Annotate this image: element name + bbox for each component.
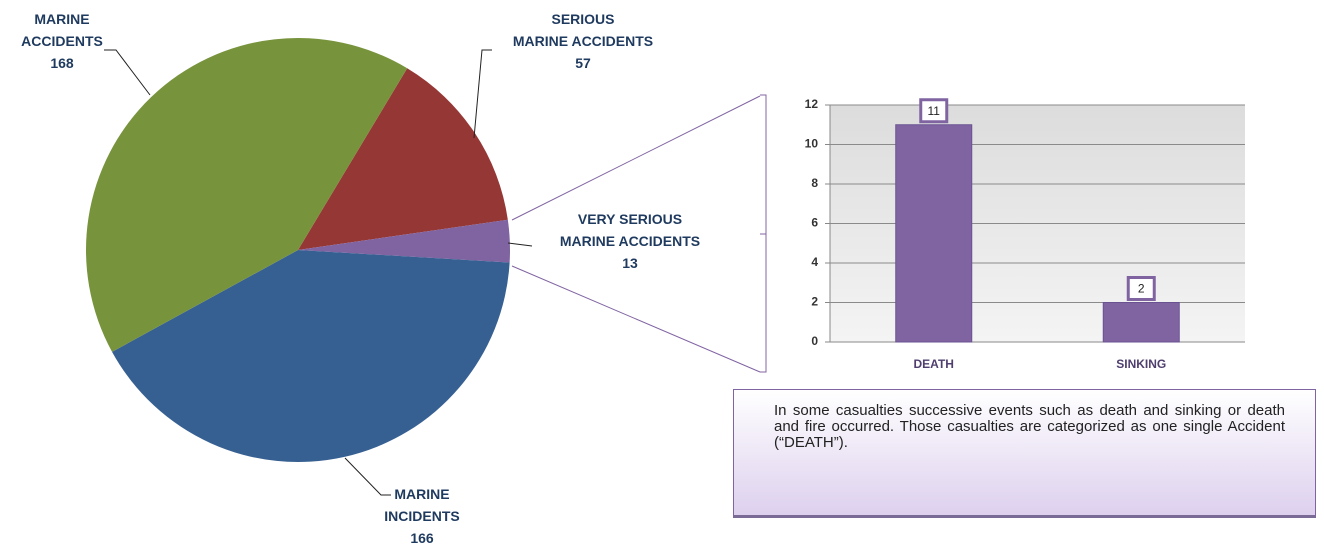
value-label-box [1126, 276, 1156, 301]
y-tick-label: 8 [811, 176, 818, 190]
slice-name: VERY SERIOUS MARINE ACCIDENTS [559, 211, 701, 249]
x-tick-label: SINKING [1116, 357, 1166, 371]
slice-value: 57 [575, 55, 591, 71]
leader-line [507, 242, 533, 247]
connector [511, 265, 761, 373]
note: In some casualties successive events suc… [733, 389, 1316, 518]
pie-slice [85, 37, 408, 352]
pie-slice [298, 219, 510, 263]
leader-line [104, 49, 151, 96]
pie-slice [298, 68, 508, 250]
x-tick-label: DEATH [914, 357, 954, 371]
slice-value: 166 [410, 530, 434, 546]
y-tick-label: 10 [805, 137, 819, 151]
slice-value: 168 [50, 55, 74, 71]
y-tick-label: 6 [811, 216, 818, 230]
connector [511, 95, 761, 221]
slice-name: MARINE INCIDENTS [384, 486, 460, 524]
y-tick-label: 12 [805, 97, 819, 111]
leader-line [473, 49, 492, 139]
y-tick-label: 2 [811, 295, 818, 309]
bar [895, 124, 973, 343]
slice-name: MARINE ACCIDENTS [21, 11, 103, 49]
slice-label: VERY SERIOUS MARINE ACCIDENTS 13 [560, 208, 700, 274]
slice-label: MARINE INCIDENTS 166 [384, 483, 459, 549]
y-tick-label: 0 [811, 334, 818, 348]
slice-label: MARINE ACCIDENTS 168 [21, 8, 103, 74]
slice-label: SERIOUS MARINE ACCIDENTS 57 [513, 8, 653, 74]
leader-line [344, 457, 391, 496]
pie-slice [112, 250, 510, 462]
value-label-box [919, 98, 949, 124]
value-label: 11 [928, 104, 941, 118]
slice-value: 13 [622, 255, 638, 271]
value-label: 2 [1138, 282, 1145, 296]
y-tick-label: 4 [811, 255, 818, 269]
slice-name: SERIOUS MARINE ACCIDENTS [512, 11, 654, 49]
bar [1102, 302, 1180, 343]
